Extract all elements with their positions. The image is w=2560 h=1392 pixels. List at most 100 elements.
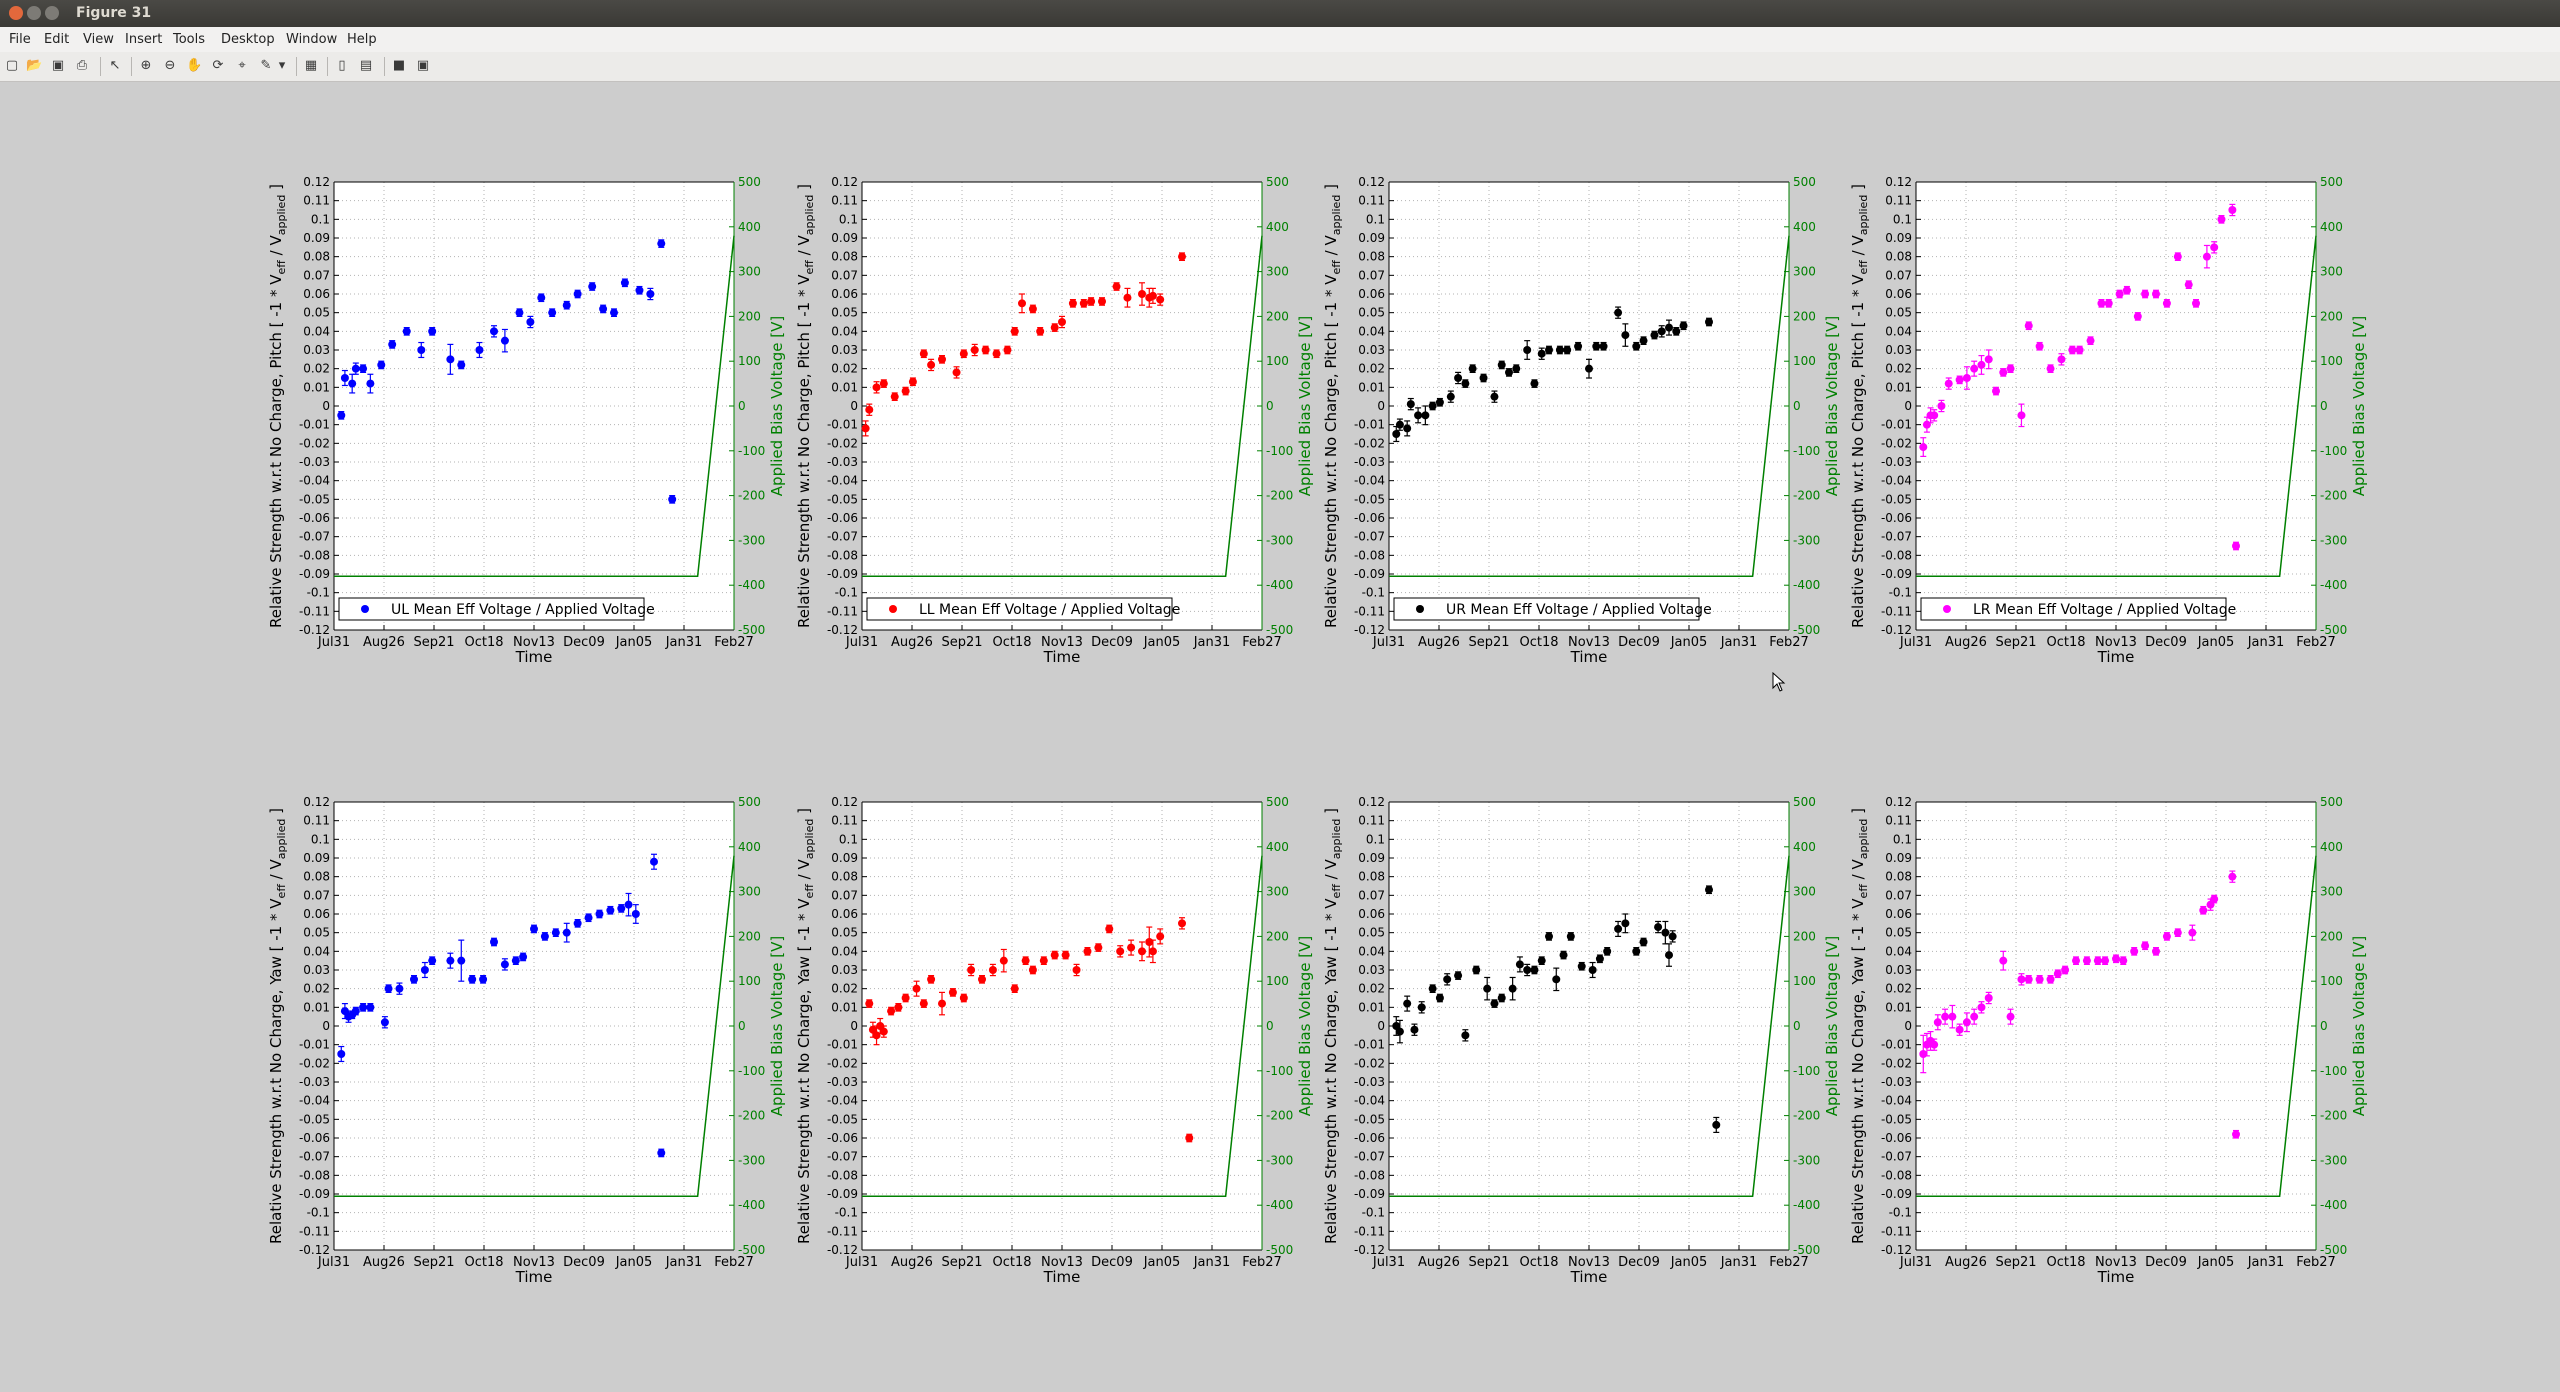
data-marker xyxy=(1123,293,1132,302)
data-marker xyxy=(657,1148,666,1157)
data-marker xyxy=(468,975,477,984)
data-marker xyxy=(1515,960,1524,969)
y2-tick-label: 100 xyxy=(1266,974,1289,988)
x-tick-label: Nov13 xyxy=(2095,1255,2137,1270)
y2-tick-label: 400 xyxy=(2320,220,2343,234)
zoom-out-icon[interactable]: ⊖ xyxy=(164,58,176,73)
show-plot-tools-icon[interactable]: ▣ xyxy=(416,58,430,73)
menu-view[interactable]: View xyxy=(83,32,114,47)
y-axis-label-text: Relative Strength w.r.t No Charge, Pitch… xyxy=(267,274,285,628)
rotate-icon[interactable]: ⟳ xyxy=(212,58,224,73)
y-tick-label: -0.11 xyxy=(827,1224,858,1238)
y-tick-label: -0.01 xyxy=(827,418,858,432)
data-point xyxy=(2162,299,2171,308)
y-tick-label: -0.03 xyxy=(827,1075,858,1089)
data-point xyxy=(1148,287,1157,304)
x-tick-label: Dec09 xyxy=(1618,1255,1660,1270)
y-axis-label-text: / V xyxy=(267,235,285,261)
menu-insert[interactable]: Insert xyxy=(125,32,163,47)
x-tick-label: Dec09 xyxy=(2145,1255,2187,1270)
brush-icon[interactable]: ✎ xyxy=(260,58,272,73)
data-marker xyxy=(384,984,393,993)
y-tick-label: -0.1 xyxy=(1362,1206,1385,1220)
colorbar-icon[interactable]: ▯ xyxy=(338,58,346,73)
data-marker xyxy=(1552,975,1561,984)
data-point xyxy=(1999,950,2008,971)
data-marker xyxy=(348,379,357,388)
y-tick-label: 0.12 xyxy=(831,795,858,809)
data-point xyxy=(1497,360,1506,370)
legend-icon[interactable]: ▤ xyxy=(359,58,373,73)
pointer-icon[interactable]: ↖ xyxy=(109,58,121,73)
data-cursor-icon[interactable]: ⌖ xyxy=(238,58,246,73)
data-point xyxy=(1428,984,1437,994)
data-point xyxy=(584,913,593,923)
data-marker xyxy=(1654,923,1663,932)
y-axis-label: Relative Strength w.r.t No Charge, Pitch… xyxy=(1322,184,1343,628)
data-marker xyxy=(490,327,498,336)
data-point xyxy=(519,952,528,962)
data-point xyxy=(865,403,874,416)
data-point xyxy=(457,939,466,982)
zoom-in-icon[interactable]: ⊕ xyxy=(140,58,152,73)
y2-tick-label: -300 xyxy=(738,533,765,547)
menu-tools[interactable]: Tools xyxy=(173,32,206,47)
data-point xyxy=(606,905,615,915)
data-point xyxy=(2122,285,2131,295)
menu-file[interactable]: File xyxy=(9,32,31,47)
y-axis-label-subscript: applied xyxy=(1330,195,1343,236)
data-point xyxy=(428,327,437,336)
window-minimize-button[interactable] xyxy=(27,6,41,20)
link-icon[interactable]: ▦ xyxy=(304,58,318,73)
menu-window[interactable]: Window xyxy=(286,32,338,47)
pan-icon[interactable]: ✋ xyxy=(186,58,203,73)
data-marker xyxy=(959,994,968,1002)
data-point xyxy=(1185,1133,1194,1143)
menu-help[interactable]: Help xyxy=(347,32,377,47)
data-point xyxy=(2093,956,2102,966)
data-point xyxy=(635,285,644,295)
y-tick-label: 0.02 xyxy=(303,982,330,996)
y-tick-label: 0.09 xyxy=(303,851,330,865)
data-marker xyxy=(610,308,618,317)
save-icon[interactable]: ▣ xyxy=(51,58,65,73)
data-point xyxy=(1508,976,1517,1001)
data-point xyxy=(380,1016,389,1029)
data-point xyxy=(446,952,455,969)
y-tick-label: -0.02 xyxy=(1354,1056,1385,1070)
data-marker xyxy=(1962,1018,1971,1027)
y-tick-label: 0.11 xyxy=(1885,814,1912,828)
y2-tick-label: 400 xyxy=(1266,840,1289,854)
y-axis-label-subscript: eff xyxy=(803,884,816,899)
data-marker xyxy=(635,286,644,295)
y-tick-label: -0.11 xyxy=(1881,1224,1912,1238)
y-tick-label: -0.05 xyxy=(1354,492,1385,506)
data-point xyxy=(1435,397,1444,407)
y-tick-label: 0.05 xyxy=(1358,306,1385,320)
x-tick-label: Sep21 xyxy=(413,1255,454,1270)
x-tick-label: Feb27 xyxy=(1242,635,1282,650)
data-marker xyxy=(988,966,997,974)
y-tick-label: 0.03 xyxy=(1885,343,1912,357)
print-icon[interactable]: ⎙ xyxy=(76,58,88,73)
data-marker xyxy=(1068,299,1077,308)
hide-plot-tools-icon[interactable]: ■ xyxy=(392,58,406,73)
brush-dropdown-icon[interactable]: ▾ xyxy=(278,58,286,73)
y2-tick-label: -100 xyxy=(2320,1064,2347,1078)
menu-edit[interactable]: Edit xyxy=(44,32,70,47)
x-tick-label: Sep21 xyxy=(1995,635,2036,650)
y2-tick-label: 100 xyxy=(738,354,761,368)
data-marker xyxy=(1512,364,1521,373)
data-point xyxy=(2210,894,2219,904)
window-maximize-button[interactable] xyxy=(45,6,59,20)
menu-desktop[interactable]: Desktop xyxy=(221,32,275,47)
x-tick-label: Jan31 xyxy=(665,635,703,650)
x-tick-label: Jan05 xyxy=(2197,1255,2235,1270)
open-file-icon[interactable]: 📂 xyxy=(26,58,43,73)
data-point xyxy=(468,974,477,984)
x-tick-label: Feb27 xyxy=(714,1255,754,1270)
data-marker xyxy=(1138,290,1146,298)
new-figure-icon[interactable]: ▢ xyxy=(5,58,19,73)
window-close-button[interactable] xyxy=(9,6,23,20)
data-marker xyxy=(1454,971,1463,980)
